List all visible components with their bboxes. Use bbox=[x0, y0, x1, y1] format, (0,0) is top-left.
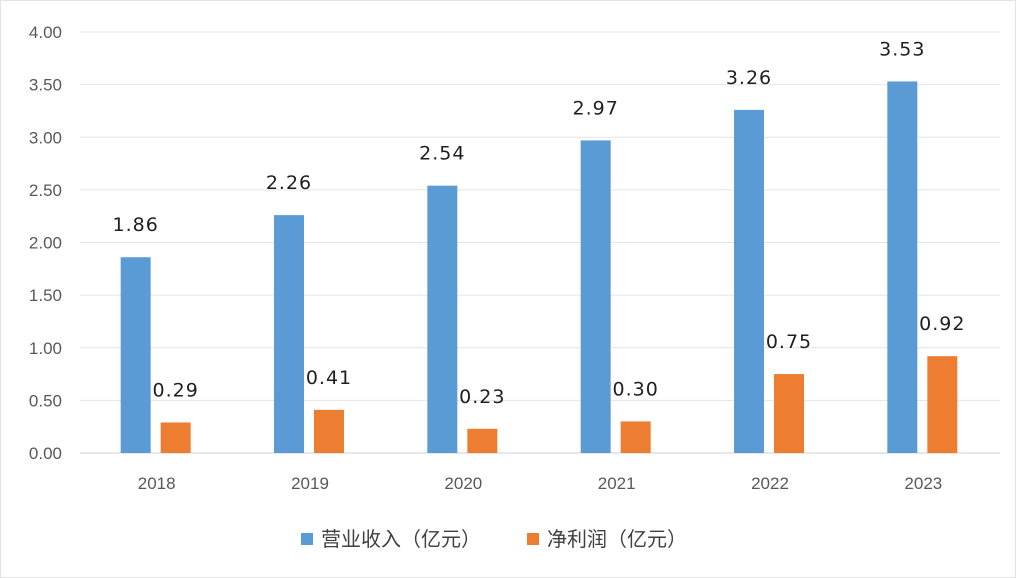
x-tick-label: 2023 bbox=[904, 474, 942, 493]
gridlines bbox=[80, 31, 1000, 454]
x-tick-label: 2021 bbox=[598, 474, 636, 493]
legend-label: 净利润（亿元） bbox=[547, 527, 687, 551]
y-tick-label: 4.00 bbox=[29, 23, 62, 42]
data-label-revenue: 3.26 bbox=[726, 67, 772, 89]
y-axis-tick-labels: 0.00 0.50 1.00 1.50 2.00 2.50 3.00 3.50 4.00 bbox=[29, 23, 62, 463]
bars bbox=[120, 81, 958, 454]
x-tick-label: 2019 bbox=[291, 474, 329, 493]
data-label-net-profit: 0.30 bbox=[613, 378, 659, 400]
data-label-net-profit: 0.29 bbox=[153, 379, 199, 401]
legend: 营业收入（亿元） 净利润（亿元） bbox=[301, 527, 687, 551]
data-label-revenue: 1.86 bbox=[113, 214, 159, 236]
bar-net-profit bbox=[620, 421, 651, 453]
bar-revenue bbox=[274, 215, 304, 453]
y-tick-label: 1.00 bbox=[29, 339, 62, 358]
bar-net-profit bbox=[774, 374, 804, 453]
x-tick-label: 2018 bbox=[138, 474, 176, 493]
bar-revenue bbox=[734, 109, 764, 453]
bar-net-profit bbox=[314, 409, 344, 453]
y-tick-label: 2.00 bbox=[29, 234, 62, 253]
legend-label: 营业收入（亿元） bbox=[321, 527, 481, 551]
bar-net-profit bbox=[467, 428, 498, 453]
bar-revenue bbox=[580, 140, 611, 453]
data-label-net-profit: 0.23 bbox=[459, 386, 505, 408]
data-labels: 1.86 0.29 2.26 0.41 2.54 0.23 2.97 0.30 3.26 0.75… bbox=[113, 38, 965, 408]
x-tick-label: 2020 bbox=[444, 474, 482, 493]
data-label-revenue: 2.26 bbox=[266, 172, 312, 194]
x-tick-label: 2022 bbox=[751, 474, 789, 493]
y-tick-label: 1.50 bbox=[29, 286, 62, 305]
y-tick-label: 0.00 bbox=[29, 444, 62, 463]
data-label-revenue: 2.54 bbox=[419, 143, 465, 165]
bar-revenue bbox=[887, 81, 918, 453]
y-tick-label: 2.50 bbox=[29, 181, 62, 200]
data-label-net-profit: 0.92 bbox=[919, 313, 965, 335]
bar-revenue bbox=[120, 257, 151, 453]
data-label-net-profit: 0.41 bbox=[306, 367, 352, 389]
legend-swatch bbox=[301, 533, 313, 545]
x-axis-tick-labels: 2018 2019 2020 2021 2022 2023 bbox=[138, 474, 942, 493]
y-tick-label: 0.50 bbox=[29, 391, 62, 410]
bar-revenue bbox=[427, 185, 458, 454]
y-tick-label: 3.00 bbox=[29, 128, 62, 147]
data-label-revenue: 3.53 bbox=[879, 38, 925, 60]
bar-net-profit bbox=[927, 356, 958, 453]
data-label-net-profit: 0.75 bbox=[766, 331, 812, 353]
y-tick-label: 3.50 bbox=[29, 76, 62, 95]
legend-swatch bbox=[527, 533, 539, 545]
data-label-revenue: 2.97 bbox=[573, 97, 619, 119]
bar-net-profit bbox=[160, 422, 191, 453]
